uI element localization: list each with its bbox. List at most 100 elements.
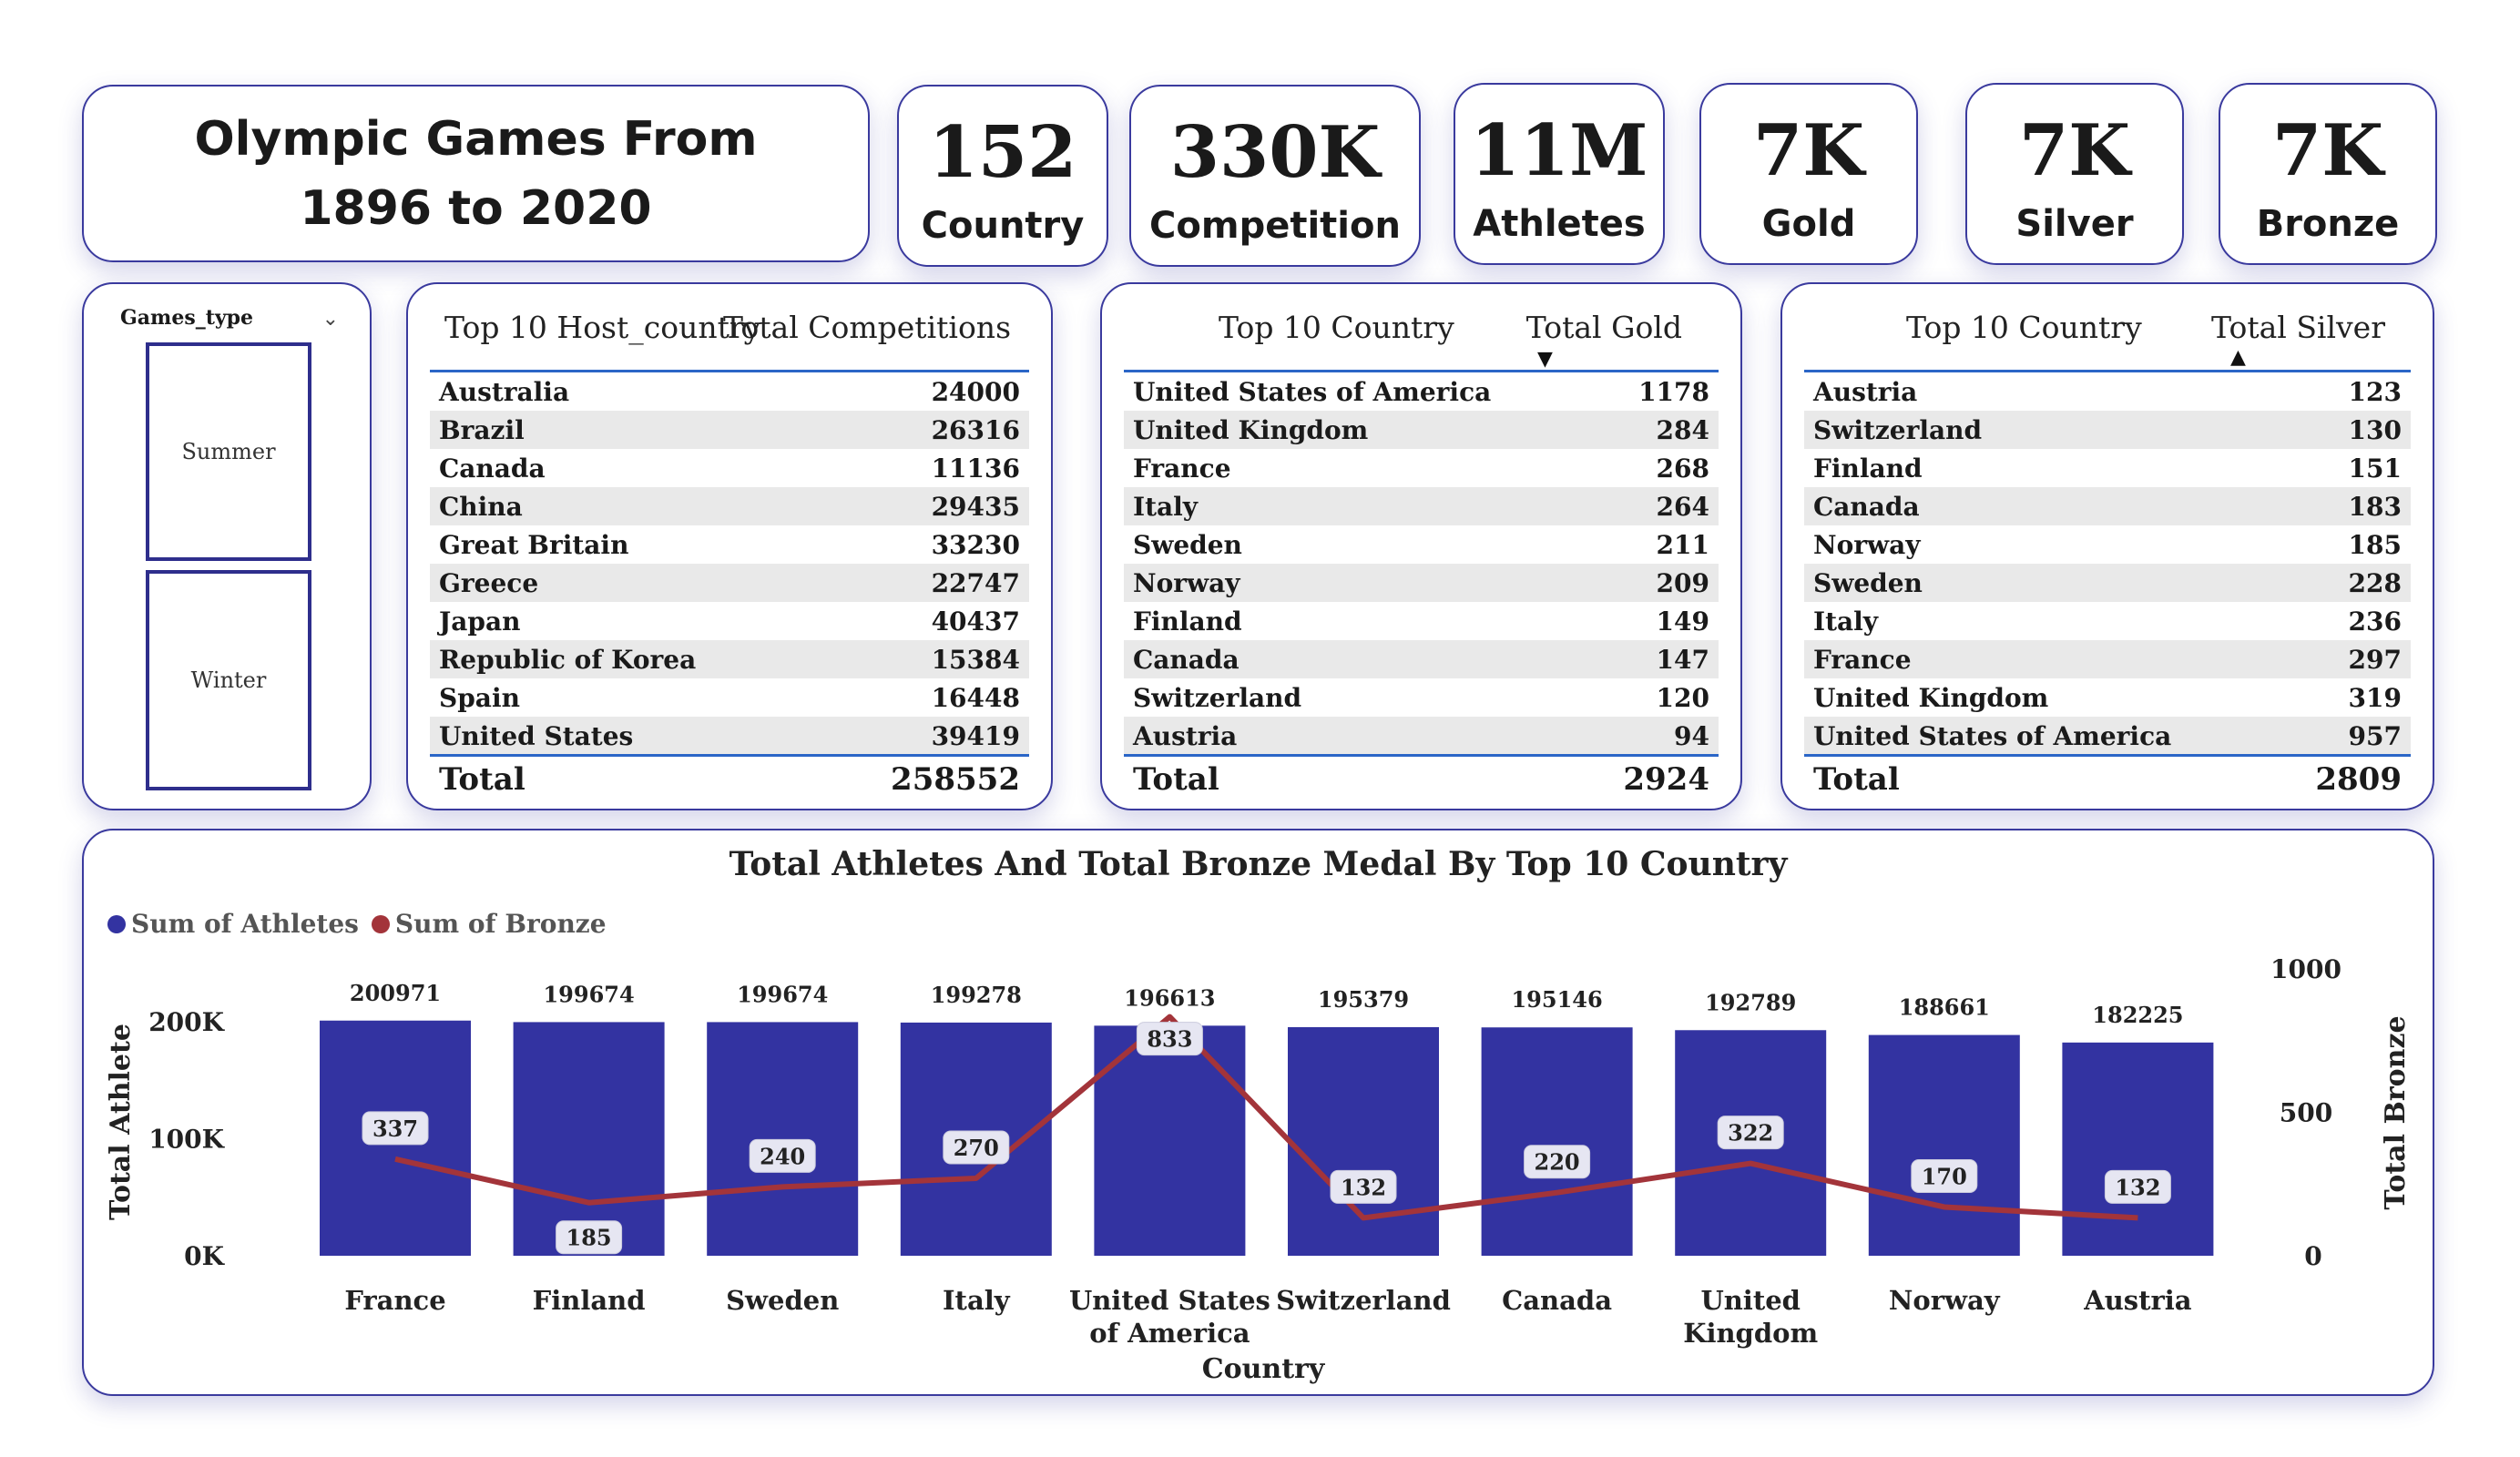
table-row[interactable]: Sweden 211 xyxy=(1124,525,1719,564)
column-header-host-country[interactable]: Top 10 Host_country xyxy=(444,310,761,345)
row-value: 11136 xyxy=(931,453,1020,484)
row-country-name: Norway xyxy=(1813,529,1921,560)
row-value: 22747 xyxy=(931,567,1020,598)
row-value: 120 xyxy=(1656,682,1709,713)
row-country-name: Italy xyxy=(1813,606,1879,637)
row-country-name: Switzerland xyxy=(1133,682,1302,713)
row-value: 185 xyxy=(2348,529,2402,560)
table-row[interactable]: Great Britain 33230 xyxy=(430,525,1029,564)
kpi-competition-value: 330K xyxy=(1169,111,1381,194)
y-axis-tick-label: 100K xyxy=(148,1125,225,1155)
table-row[interactable]: Brazil 26316 xyxy=(430,411,1029,449)
row-value: 236 xyxy=(2348,606,2402,637)
kpi-competition-card: 330K Competition xyxy=(1129,85,1421,267)
table-row[interactable]: United Kingdom 319 xyxy=(1804,678,2411,717)
table-row[interactable]: Finland 149 xyxy=(1124,602,1719,640)
bar-data-label: 196613 xyxy=(1124,984,1215,1011)
x-axis-tick-label: Kingdom xyxy=(1683,1318,1818,1349)
row-value: 957 xyxy=(2348,720,2402,751)
row-value: 26316 xyxy=(931,414,1020,445)
row-value: 183 xyxy=(2348,491,2402,522)
table-row[interactable]: Italy 236 xyxy=(1804,602,2411,640)
column-header-total-silver[interactable]: Total Silver xyxy=(2211,310,2385,345)
table-row[interactable]: China 29435 xyxy=(430,487,1029,525)
total-label: Total xyxy=(1133,761,1219,798)
table-row[interactable]: United Kingdom 284 xyxy=(1124,411,1719,449)
table-row[interactable]: Greece 22747 xyxy=(430,564,1029,602)
table-row[interactable]: United States of America 1178 xyxy=(1124,372,1719,411)
column-header-total-competitions[interactable]: Total Competitions xyxy=(722,310,1011,345)
kpi-bronze-card: 7K Bronze xyxy=(2219,83,2437,265)
host-table-body: Australia 24000 Brazil 26316 Canada 11136 Chin… xyxy=(430,370,1029,755)
table-row[interactable]: Australia 24000 xyxy=(430,372,1029,411)
row-country-name: Sweden xyxy=(1813,567,1923,598)
line-data-label: 170 xyxy=(1922,1163,1967,1189)
row-country-name: Finland xyxy=(1813,453,1923,484)
chevron-down-icon[interactable]: ⌄ xyxy=(321,308,339,331)
row-value: 16448 xyxy=(931,682,1020,713)
slicer-option-winter[interactable]: Winter xyxy=(146,570,311,790)
sort-descending-icon[interactable]: ▼ xyxy=(1537,348,1553,371)
legend-athletes-label[interactable]: Sum of Athletes xyxy=(131,909,359,939)
slicer-option-summer[interactable]: Summer xyxy=(146,342,311,561)
chart-legend: Sum of Athletes Sum of Bronze xyxy=(107,909,607,939)
table-row[interactable]: Japan 40437 xyxy=(430,602,1029,640)
kpi-competition-label: Competition xyxy=(1149,205,1401,247)
x-axis-title: Country xyxy=(1202,1353,1326,1385)
row-value: 149 xyxy=(1656,606,1709,637)
slicer-title: Games_type xyxy=(120,306,254,330)
line-data-label: 833 xyxy=(1147,1026,1192,1053)
table-row[interactable]: Italy 264 xyxy=(1124,487,1719,525)
legend-bronze-label[interactable]: Sum of Bronze xyxy=(394,909,607,939)
row-value: 268 xyxy=(1656,453,1709,484)
y2-axis-title: Total Bronze xyxy=(2380,1015,2412,1209)
table-row[interactable]: Sweden 228 xyxy=(1804,564,2411,602)
table-row[interactable]: Canada 147 xyxy=(1124,640,1719,678)
row-value: 33230 xyxy=(931,529,1020,560)
table-row[interactable]: Austria 94 xyxy=(1124,717,1719,755)
sort-ascending-icon[interactable]: ▲ xyxy=(2230,346,2246,369)
y-axis-title: Total Athlete xyxy=(105,1024,137,1220)
y2-axis-tick-label: 1000 xyxy=(2270,954,2341,984)
x-axis-tick-label: France xyxy=(344,1285,445,1316)
table-row[interactable]: United States 39419 xyxy=(430,717,1029,755)
x-axis-tick-label: United States xyxy=(1069,1285,1270,1316)
table-row[interactable]: Switzerland 120 xyxy=(1124,678,1719,717)
line-data-label: 132 xyxy=(1341,1174,1386,1200)
row-country-name: United States of America xyxy=(1133,376,1492,407)
line-data-label: 270 xyxy=(954,1135,999,1161)
chart-title: Total Athletes And Total Bronze Medal By… xyxy=(729,845,1788,883)
table-row[interactable]: Austria 123 xyxy=(1804,372,2411,411)
table-row[interactable]: Norway 185 xyxy=(1804,525,2411,564)
table-row[interactable]: Spain 16448 xyxy=(430,678,1029,717)
row-value: 151 xyxy=(2348,453,2402,484)
kpi-athletes-label: Athletes xyxy=(1473,203,1646,245)
line-label-box xyxy=(1136,1022,1203,1056)
row-value: 297 xyxy=(2348,644,2402,675)
kpi-gold-card: 7K Gold xyxy=(1699,83,1918,265)
table-row[interactable]: Switzerland 130 xyxy=(1804,411,2411,449)
column-header-top-country[interactable]: Top 10 Country xyxy=(1906,310,2142,345)
kpi-gold-label: Gold xyxy=(1761,203,1856,245)
line-label-box xyxy=(556,1220,623,1255)
table-row[interactable]: Norway 209 xyxy=(1124,564,1719,602)
table-row[interactable]: Finland 151 xyxy=(1804,449,2411,487)
x-axis-tick-label: Norway xyxy=(1889,1285,2001,1316)
table-row[interactable]: Canada 183 xyxy=(1804,487,2411,525)
line-label-box xyxy=(943,1130,1010,1165)
row-value: 40437 xyxy=(931,606,1020,637)
table-row[interactable]: France 297 xyxy=(1804,640,2411,678)
table-row[interactable]: France 268 xyxy=(1124,449,1719,487)
table-row[interactable]: Republic of Korea 15384 xyxy=(430,640,1029,678)
column-header-total-gold[interactable]: Total Gold xyxy=(1525,310,1682,345)
row-value: 15384 xyxy=(931,644,1020,675)
table-row[interactable]: United States of America 957 xyxy=(1804,717,2411,755)
column-header-top-country[interactable]: Top 10 Country xyxy=(1219,310,1454,345)
silver-table: Top 10 Country Total Silver ▲ Austria 123… xyxy=(1780,282,2434,810)
row-country-name: Canada xyxy=(439,453,546,484)
athletes-bronze-chart-card: Total Athletes And Total Bronze Medal By… xyxy=(82,829,2434,1396)
row-country-name: Australia xyxy=(439,376,570,407)
kpi-country-label: Country xyxy=(921,205,1085,247)
table-row[interactable]: Canada 11136 xyxy=(430,449,1029,487)
combo-chart: 0K 100K 200K 0 500 1000 Total Athlete Total Bro… xyxy=(105,954,2412,1385)
